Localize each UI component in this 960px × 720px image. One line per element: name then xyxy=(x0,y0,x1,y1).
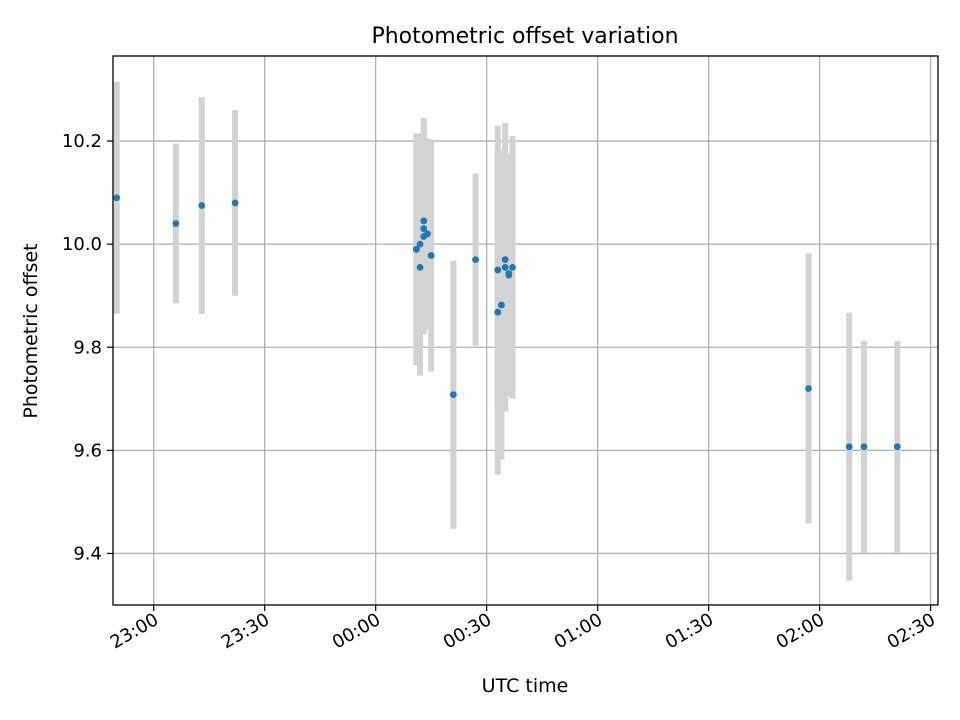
data-point xyxy=(893,443,901,451)
data-point xyxy=(416,263,424,271)
data-point xyxy=(501,263,509,271)
grid xyxy=(113,56,938,605)
data-point xyxy=(501,256,509,264)
x-tick-label: 23:30 xyxy=(218,609,273,653)
y-ticks: 9.4 9.6 9.8 10.0 10.2 xyxy=(62,131,113,564)
x-ticks: 23:00 23:30 00:00 00:30 01:00 01:30 02:00 02:30 xyxy=(107,605,939,653)
data-point xyxy=(198,202,206,209)
x-axis-label: UTC time xyxy=(482,675,569,697)
data-point xyxy=(172,220,180,227)
data-point xyxy=(420,217,428,225)
data-point xyxy=(231,199,239,207)
data-point xyxy=(113,194,121,202)
data-point xyxy=(498,301,505,309)
data-point xyxy=(860,443,868,451)
x-tick-label: 23:00 xyxy=(107,609,162,653)
x-tick-label: 01:00 xyxy=(551,609,606,653)
x-tick-label: 02:30 xyxy=(884,609,939,653)
y-tick-label: 10.0 xyxy=(62,234,102,255)
data-point xyxy=(427,252,435,259)
x-tick-label: 00:00 xyxy=(329,609,384,653)
plot-frame xyxy=(112,55,939,606)
data-point xyxy=(416,240,424,248)
x-tick-label: 01:30 xyxy=(662,609,717,653)
data-point xyxy=(845,443,853,451)
y-axis-label: Photometric offset xyxy=(20,243,42,418)
y-tick-label: 9.4 xyxy=(73,543,102,564)
data-point xyxy=(805,385,812,392)
data-point xyxy=(494,266,502,274)
x-tick-label: 02:00 xyxy=(773,609,828,653)
y-tick-label: 10.2 xyxy=(62,131,102,152)
data-point xyxy=(420,225,428,233)
data-point xyxy=(509,263,516,271)
data-points xyxy=(113,194,901,451)
data-point xyxy=(449,391,457,399)
chart-title: Photometric offset variation xyxy=(371,24,678,49)
data-point xyxy=(412,245,420,253)
data-point xyxy=(424,230,431,238)
x-tick-label: 00:30 xyxy=(440,609,495,653)
data-point xyxy=(505,271,513,279)
data-point xyxy=(472,256,479,264)
error-bars xyxy=(113,81,901,581)
data-point xyxy=(494,308,502,316)
y-tick-label: 9.6 xyxy=(73,440,102,461)
y-tick-label: 9.8 xyxy=(73,337,102,358)
